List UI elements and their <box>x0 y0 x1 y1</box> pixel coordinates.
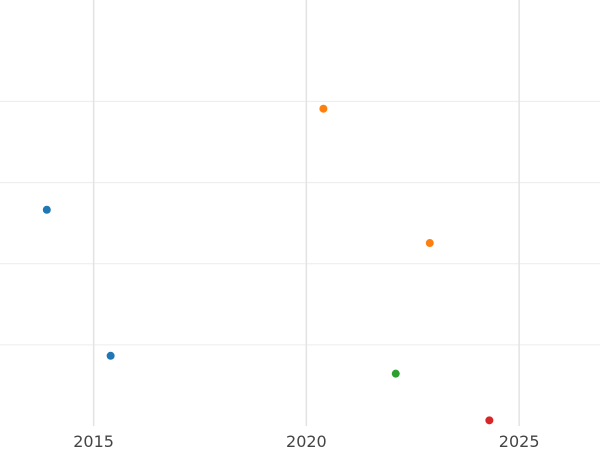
x-axis-tick-labels: 2015 2020 2025 <box>73 432 539 450</box>
data-point <box>106 351 115 360</box>
data-points <box>42 104 494 425</box>
x-tick-label: 2020 <box>286 432 327 450</box>
data-point <box>485 416 494 425</box>
data-point <box>425 239 434 248</box>
data-point <box>42 205 51 214</box>
data-point <box>319 104 328 113</box>
data-point <box>391 369 400 378</box>
x-tick-label: 2025 <box>499 432 540 450</box>
gridlines <box>0 0 600 426</box>
x-tick-label: 2015 <box>73 432 114 450</box>
